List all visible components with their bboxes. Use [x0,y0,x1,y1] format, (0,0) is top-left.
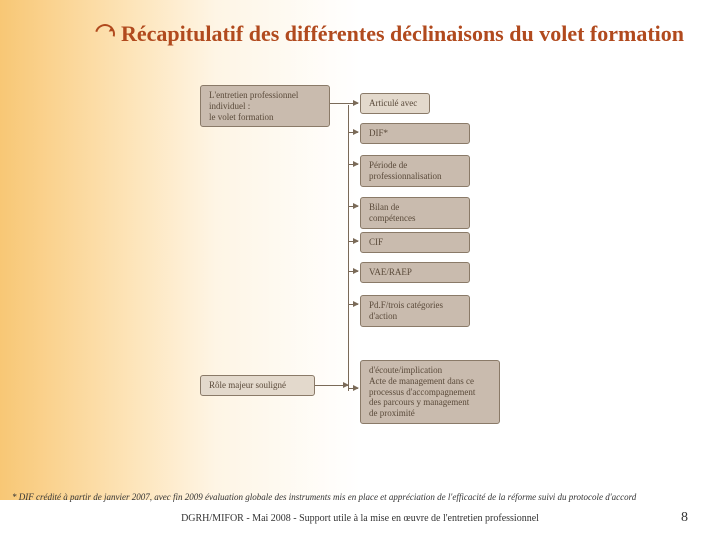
arrow-bottom [348,388,358,389]
item-box-5: Pd.F/trois catégoriesd'action [360,295,470,327]
item-box-0: DIF* [360,123,470,144]
slide-title: Récapitulatif des différentes déclinaiso… [121,20,684,48]
arrow-item-2 [348,206,358,207]
item-box-2: Bilan decompétences [360,197,470,229]
arrow-item-4 [348,271,358,272]
item-box-4: VAE/RAEP [360,262,470,283]
connector-vline [348,105,349,391]
main-box: L'entretien professionnelindividuel :le … [200,85,330,127]
arrow-bullet-icon [91,20,118,47]
item-box-3: CIF [360,232,470,253]
slide-content: Récapitulatif des différentes déclinaiso… [0,0,720,48]
footnote-text: * DIF crédité à partir de janvier 2007, … [12,492,708,502]
arrow-role [315,385,348,386]
arrow-main [330,103,358,104]
page-number: 8 [681,510,688,526]
arrow-item-1 [348,164,358,165]
footer-text: DGRH/MIFOR - Mai 2008 - Support utile à … [0,513,720,524]
arrow-item-5 [348,304,358,305]
item-box-1: Période deprofessionnalisation [360,155,470,187]
title-row: Récapitulatif des différentes déclinaiso… [0,20,720,48]
articule-box: Articulé avec [360,93,430,114]
bottom-box: d'écoute/implicationActe de management d… [360,360,500,424]
flowchart-diagram: L'entretien professionnelindividuel :le … [200,85,500,475]
arrow-item-3 [348,241,358,242]
arrow-item-0 [348,132,358,133]
role-box: Rôle majeur souligné [200,375,315,396]
